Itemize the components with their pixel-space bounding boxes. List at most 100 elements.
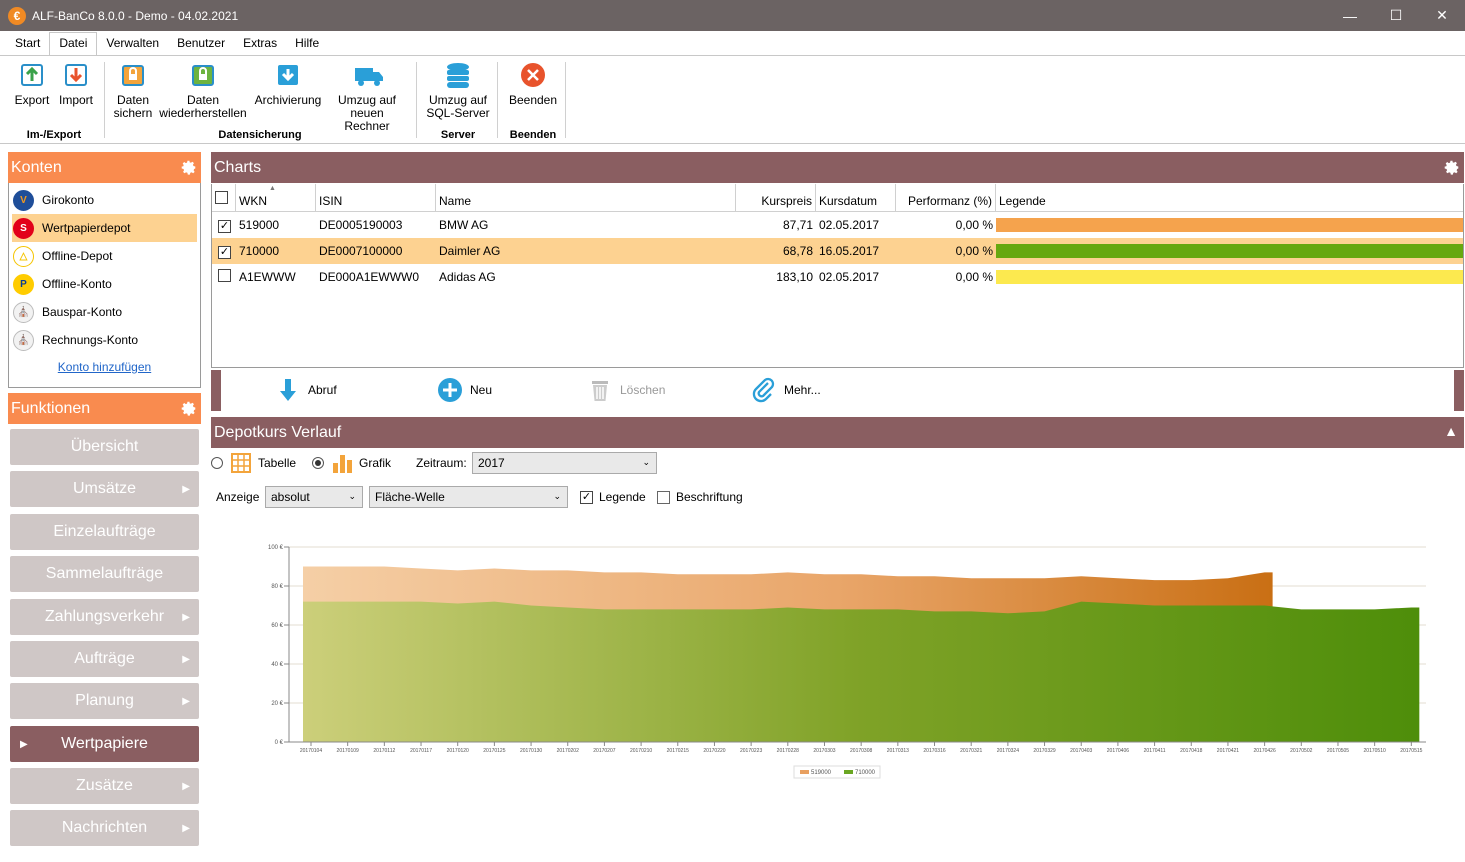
col-isin[interactable]: ISIN: [316, 184, 436, 211]
series-area-710000: [303, 601, 1420, 742]
x-tick-label: 20170120: [447, 748, 469, 754]
beschriftung-option[interactable]: Beschriftung: [657, 490, 743, 504]
legende-option[interactable]: ✓ Legende: [580, 490, 646, 504]
legende-checkbox[interactable]: ✓: [580, 490, 593, 504]
legend-swatch: [996, 218, 1463, 232]
legend-label: 710000: [855, 770, 876, 776]
chart-type-select[interactable]: Fläche-Welle ⌄: [369, 486, 568, 508]
nav-sammelauftraege[interactable]: Sammelaufträge: [10, 556, 199, 592]
collapse-up-icon[interactable]: ▲: [1444, 423, 1458, 439]
charts-header: Charts: [211, 152, 1464, 183]
x-tick-label: 20170324: [997, 748, 1019, 754]
zeitraum-label: Zeitraum:: [416, 456, 467, 470]
menu-benutzer[interactable]: Benutzer: [177, 36, 226, 50]
y-tick-label: 100 €: [268, 545, 284, 551]
maximize-icon[interactable]: ☐: [1389, 7, 1403, 23]
daten-wiederherstellen-button[interactable]: Daten wiederherstellen: [158, 62, 248, 120]
nav-zahlungsverkehr[interactable]: Zahlungsverkehr ▶: [10, 599, 199, 635]
nav-umsaetze[interactable]: Umsätze ▶: [10, 471, 199, 507]
funktionen-header: Funktionen: [8, 393, 201, 424]
col-legende[interactable]: Legende: [999, 194, 1046, 208]
row-checkbox[interactable]: ✓: [218, 245, 231, 259]
import-button[interactable]: Import: [56, 62, 96, 107]
beschriftung-checkbox[interactable]: [657, 490, 670, 504]
lock-restore-icon: [190, 62, 216, 88]
nav-planung[interactable]: Planung ▶: [10, 683, 199, 719]
grafik-radio-option[interactable]: Grafik: [312, 453, 391, 473]
konto-hinzufuegen-link[interactable]: Konto hinzufügen: [57, 360, 152, 374]
select-all-checkbox[interactable]: [215, 191, 228, 204]
y-tick-label: 0 €: [275, 740, 284, 746]
col-kurspreis[interactable]: Kurspreis: [736, 184, 816, 211]
verlauf-title: Depotkurs Verlauf: [214, 423, 342, 441]
konto-wertpapierdepot[interactable]: S Wertpapierdepot: [12, 214, 197, 242]
loeschen-button[interactable]: Löschen: [587, 377, 665, 403]
chevron-down-icon: ⌄: [553, 491, 561, 501]
gear-icon[interactable]: [180, 159, 197, 176]
nav-auftraege[interactable]: Aufträge ▶: [10, 641, 199, 677]
nav-uebersicht[interactable]: Übersicht: [10, 429, 199, 465]
nav-wertpapiere[interactable]: ▶ Wertpapiere: [10, 726, 199, 762]
table-row[interactable]: A1EWWW DE000A1EWWW0 Adidas AG 183,10 02.…: [212, 264, 1463, 290]
gear-icon[interactable]: [1443, 159, 1460, 176]
tabelle-radio-option[interactable]: Tabelle: [211, 453, 296, 473]
charts-table: WKN ▲ ISIN Name Kurspreis Kursdatum Perfo…: [211, 184, 1464, 368]
x-tick-label: 20170510: [1364, 748, 1386, 754]
minimize-icon[interactable]: —: [1343, 7, 1357, 24]
konten-header: Konten: [8, 152, 201, 183]
konto-offline-konto[interactable]: P Offline-Konto: [9, 270, 200, 298]
x-tick-label: 20170117: [410, 748, 432, 754]
menu-verwalten[interactable]: Verwalten: [106, 36, 160, 50]
zeitraum-select[interactable]: 2017 ⌄: [472, 452, 657, 474]
close-icon[interactable]: ✕: [1436, 7, 1448, 23]
row-checkbox[interactable]: ✓: [218, 219, 231, 233]
daten-sichern-button[interactable]: Daten sichern: [110, 62, 156, 120]
col-wkn[interactable]: WKN ▲: [236, 184, 316, 211]
abruf-button[interactable]: Abruf: [275, 377, 337, 403]
tabelle-radio[interactable]: [211, 457, 223, 469]
archivierung-button[interactable]: Archivierung: [253, 62, 323, 107]
konto-offline-depot[interactable]: △ Offline-Depot: [9, 242, 200, 270]
volksbank-icon: V: [13, 189, 34, 211]
export-button[interactable]: Export: [13, 62, 51, 107]
konto-rechnungs[interactable]: ⛪ Rechnungs-Konto: [9, 326, 200, 354]
col-name[interactable]: Name: [436, 184, 736, 211]
import-icon: [63, 62, 89, 88]
col-performanz[interactable]: Performanz (%): [896, 184, 996, 211]
grafik-radio[interactable]: [312, 457, 324, 469]
menu-start[interactable]: Start: [15, 36, 41, 50]
mehr-button[interactable]: Mehr...: [751, 377, 821, 403]
truck-icon: [354, 62, 383, 88]
funktionen-title: Funktionen: [11, 399, 91, 417]
menu-hilfe[interactable]: Hilfe: [295, 36, 320, 50]
nav-einzelauftraege[interactable]: Einzelaufträge: [10, 514, 199, 550]
nav-zusaetze[interactable]: Zusätze ▶: [10, 768, 199, 804]
col-kursdatum[interactable]: Kursdatum: [816, 184, 896, 211]
depotkurs-chart: 0 € 20 € 40 € 60 € 80 € 100 € 20170104 20170109…: [268, 545, 1426, 779]
x-tick-label: 20170329: [1033, 748, 1055, 754]
neu-button[interactable]: Neu: [437, 377, 492, 403]
menu-datei[interactable]: Datei: [49, 32, 98, 55]
x-tick-label: 20170502: [1290, 748, 1312, 754]
beenden-button[interactable]: Beenden: [506, 62, 560, 107]
title-bar: € ALF-BanCo 8.0.0 - Demo - 04.02.2021 — …: [0, 0, 1465, 31]
konto-girokonto[interactable]: V Girokonto: [9, 186, 200, 214]
anzeige-select[interactable]: absolut ⌄: [265, 486, 363, 508]
chevron-right-icon: ▶: [182, 695, 190, 707]
paperclip-icon: [752, 377, 775, 403]
x-tick-label: 20170515: [1400, 748, 1422, 754]
konto-bauspar[interactable]: ⛪ Bauspar-Konto: [9, 298, 200, 326]
nav-nachrichten[interactable]: Nachrichten ▶: [10, 810, 199, 846]
gear-icon[interactable]: [180, 400, 197, 417]
row-checkbox[interactable]: [218, 269, 231, 282]
bank-icon: ⛪: [13, 329, 34, 351]
group-datensicherung: Datensicherung: [218, 129, 302, 141]
x-tick-label: 20170112: [373, 748, 395, 754]
menu-extras[interactable]: Extras: [243, 36, 278, 50]
umzug-sql-button[interactable]: Umzug auf SQL-Server: [424, 62, 492, 120]
table-row[interactable]: ✓ 519000 DE0005190003 BMW AG 87,71 02.05…: [212, 212, 1463, 238]
table-row[interactable]: ✓ 710000 DE0007100000 Daimler AG 68,78 1…: [212, 238, 1463, 264]
umzug-rechner-button[interactable]: Umzug auf neuen Rechner: [326, 62, 408, 133]
app-logo-icon: €: [8, 6, 26, 25]
export-icon: [19, 62, 45, 88]
